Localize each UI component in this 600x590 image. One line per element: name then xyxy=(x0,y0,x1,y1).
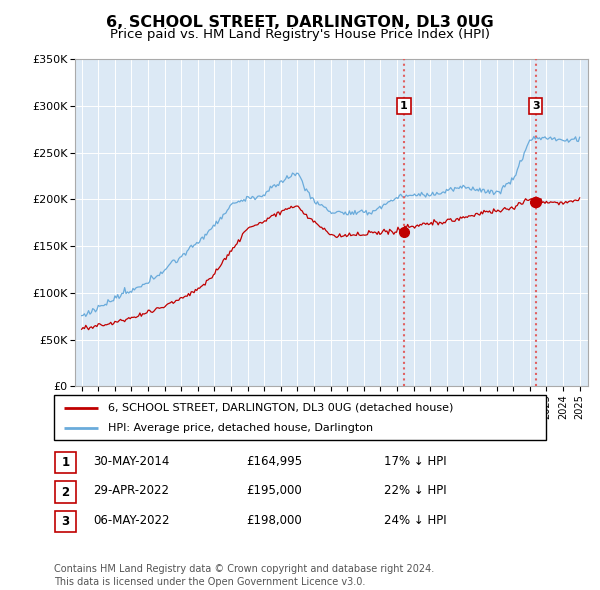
Text: HPI: Average price, detached house, Darlington: HPI: Average price, detached house, Darl… xyxy=(108,423,373,433)
Text: 29-APR-2022: 29-APR-2022 xyxy=(93,484,169,497)
Text: 06-MAY-2022: 06-MAY-2022 xyxy=(93,514,170,527)
Text: 17% ↓ HPI: 17% ↓ HPI xyxy=(384,455,446,468)
Text: 6, SCHOOL STREET, DARLINGTON, DL3 0UG (detached house): 6, SCHOOL STREET, DARLINGTON, DL3 0UG (d… xyxy=(108,403,454,412)
Text: 1: 1 xyxy=(61,456,70,469)
Text: £198,000: £198,000 xyxy=(246,514,302,527)
Text: 30-MAY-2014: 30-MAY-2014 xyxy=(93,455,169,468)
Text: 22% ↓ HPI: 22% ↓ HPI xyxy=(384,484,446,497)
Text: £164,995: £164,995 xyxy=(246,455,302,468)
Text: 24% ↓ HPI: 24% ↓ HPI xyxy=(384,514,446,527)
Text: 3: 3 xyxy=(61,515,70,528)
Text: Contains HM Land Registry data © Crown copyright and database right 2024.
This d: Contains HM Land Registry data © Crown c… xyxy=(54,564,434,587)
Text: 1: 1 xyxy=(400,101,408,111)
Text: 3: 3 xyxy=(532,101,539,111)
Text: £195,000: £195,000 xyxy=(246,484,302,497)
Text: 6, SCHOOL STREET, DARLINGTON, DL3 0UG: 6, SCHOOL STREET, DARLINGTON, DL3 0UG xyxy=(106,15,494,30)
Text: 2: 2 xyxy=(61,486,70,499)
Text: Price paid vs. HM Land Registry's House Price Index (HPI): Price paid vs. HM Land Registry's House … xyxy=(110,28,490,41)
